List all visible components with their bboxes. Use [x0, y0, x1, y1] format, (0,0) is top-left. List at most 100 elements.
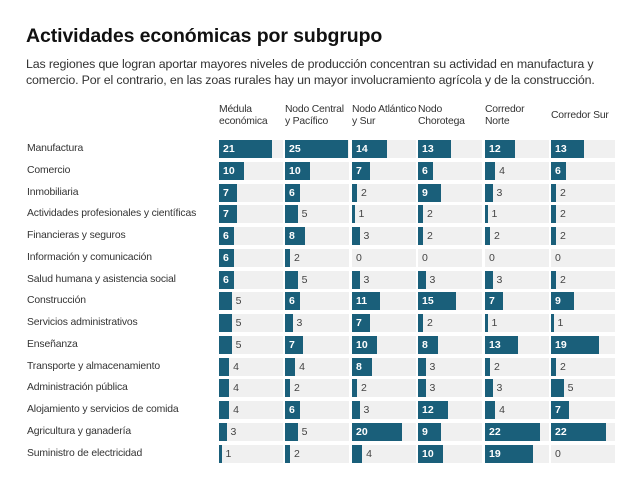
bar [219, 292, 232, 311]
bar [485, 401, 496, 419]
bar-cell: 0 [551, 248, 615, 267]
bar-cell: 25 [285, 140, 349, 158]
value-label: 13 [555, 143, 567, 155]
bar [285, 444, 291, 463]
bar-cell: 2 [485, 357, 549, 376]
bar [418, 379, 426, 398]
value-label: 10 [356, 338, 368, 351]
bar-cell: 6 [285, 401, 349, 419]
bar [418, 161, 434, 180]
value-label: 19 [489, 447, 501, 460]
column-header: Nodo Atlántico y Sur [352, 104, 417, 127]
bar [352, 422, 403, 441]
bar [352, 314, 370, 332]
row-label: Agricultura y ganadería [27, 425, 131, 437]
bar [485, 422, 541, 441]
bar-cell: 3 [418, 379, 482, 398]
bar-cell: 3 [285, 314, 349, 332]
bar-cell: 3 [485, 379, 549, 398]
bar-cell: 0 [418, 248, 482, 267]
value-label: 1 [225, 447, 232, 460]
bar [352, 379, 358, 398]
value-label: 5 [235, 338, 242, 351]
bar-cell: 8 [418, 335, 482, 354]
bar [352, 140, 388, 158]
bar-cell: 19 [485, 444, 549, 463]
bar-cell: 0 [551, 444, 615, 463]
bar [485, 270, 493, 289]
bar-cell: 2 [352, 379, 416, 398]
value-label: 7 [555, 404, 561, 416]
bar-cell: 3 [219, 422, 283, 441]
row-label: Suministro de electricidad [27, 447, 143, 459]
column-header: Corredor Norte [485, 104, 525, 127]
bar-cell: 2 [551, 183, 615, 202]
row-label: Construcción [27, 295, 86, 307]
bar [352, 292, 380, 311]
bar [418, 357, 426, 376]
bar-cell: 8 [352, 357, 416, 376]
bar [219, 444, 222, 463]
bar [418, 270, 426, 289]
value-label: 2 [494, 360, 500, 373]
value-label: 0 [555, 447, 561, 460]
bar [219, 379, 230, 398]
bar [551, 270, 557, 289]
bar [352, 270, 360, 289]
bar [219, 401, 230, 419]
value-label: 0 [555, 251, 561, 264]
value-label: 3 [296, 317, 303, 329]
row-label: Servicios administrativos [27, 317, 138, 328]
value-label: 13 [422, 143, 434, 155]
value-label: 6 [289, 404, 295, 416]
bar [219, 357, 230, 376]
row-label: Financieras y seguros [27, 230, 126, 241]
bar-cell: 22 [551, 422, 615, 441]
bar-cell: 5 [219, 314, 283, 332]
value-label: 6 [223, 230, 229, 242]
bar-cell: 7 [352, 161, 416, 180]
value-label: 6 [555, 164, 561, 177]
bar [285, 205, 298, 224]
bar-cell: 7 [285, 335, 349, 354]
bar-cell: 4 [219, 379, 283, 398]
bar-cell: 5 [219, 335, 283, 354]
bar [352, 227, 360, 245]
bar [285, 248, 291, 267]
bar-cell: 2 [285, 379, 349, 398]
bar-cell: 5 [551, 379, 615, 398]
row-label: Salud humana y asistencia social [27, 273, 176, 285]
column-header: Nodo Central y Pacífico [285, 104, 344, 127]
bar [352, 183, 358, 202]
bar [352, 161, 370, 180]
bar-cell: 7 [219, 183, 283, 202]
value-label: 4 [299, 360, 305, 373]
bar-cell: 5 [219, 292, 283, 311]
bar-cell: 22 [485, 422, 549, 441]
bar [219, 335, 232, 354]
bar [485, 379, 493, 398]
bar [418, 292, 456, 311]
value-label: 2 [361, 186, 367, 199]
bar-cell: 13 [418, 140, 482, 158]
bar [219, 248, 235, 267]
value-label: 4 [499, 404, 505, 416]
row-label: Enseñanza [27, 338, 78, 350]
bar [285, 140, 348, 158]
bar [418, 444, 444, 463]
value-label: 9 [555, 295, 561, 308]
value-label: 2 [294, 251, 300, 264]
bar-cell: 7 [352, 314, 416, 332]
value-label: 3 [363, 273, 370, 286]
bar-cell: 20 [352, 422, 416, 441]
bar-cell: 2 [551, 270, 615, 289]
bar [418, 401, 449, 419]
bar-cell: 2 [551, 205, 615, 224]
value-label: 6 [223, 273, 229, 286]
bar [352, 335, 378, 354]
bar [418, 140, 451, 158]
bar-cell: 5 [285, 205, 349, 224]
value-label: 3 [363, 404, 370, 416]
value-label: 2 [294, 382, 300, 395]
bar [485, 357, 491, 376]
